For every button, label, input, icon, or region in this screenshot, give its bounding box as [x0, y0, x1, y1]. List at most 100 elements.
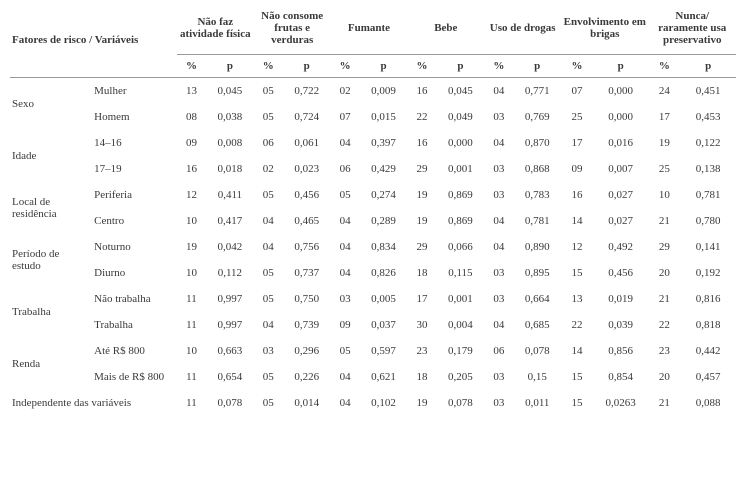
sub-label: Periferia — [92, 182, 177, 208]
cell-pct: 04 — [331, 364, 360, 390]
cell-pct: 21 — [648, 390, 680, 416]
cell-pct: 05 — [331, 182, 360, 208]
table-row: Centro100,417040,465040,289190,869040,78… — [10, 208, 736, 234]
cell-p: 0,049 — [437, 104, 485, 130]
cell-p: 0,492 — [593, 234, 649, 260]
table-header: Fatores de risco / Variáveis Não faz ati… — [10, 4, 736, 78]
sub-header-p: p — [437, 55, 485, 78]
cell-pct: 15 — [561, 364, 593, 390]
cell-p: 0,854 — [593, 364, 649, 390]
cell-pct: 07 — [331, 104, 360, 130]
cell-p: 0,011 — [513, 390, 561, 416]
cell-pct: 29 — [648, 234, 680, 260]
cell-pct: 03 — [484, 286, 513, 312]
cell-pct: 20 — [648, 364, 680, 390]
cell-pct: 22 — [407, 104, 436, 130]
cell-p: 0,045 — [206, 78, 254, 105]
cell-p: 0,834 — [360, 234, 408, 260]
sub-label: Centro — [92, 208, 177, 234]
cell-pct: 17 — [648, 104, 680, 130]
cell-pct: 04 — [484, 208, 513, 234]
cell-p: 0,597 — [360, 338, 408, 364]
cell-pct: 05 — [254, 78, 283, 105]
cell-p: 0,274 — [360, 182, 408, 208]
cell-pct: 04 — [254, 208, 283, 234]
cell-p: 0,102 — [360, 390, 408, 416]
sub-label: Homem — [92, 104, 177, 130]
cell-p: 0,750 — [283, 286, 331, 312]
cell-pct: 05 — [331, 338, 360, 364]
cell-p: 0,000 — [593, 78, 649, 105]
cell-p: 0,465 — [283, 208, 331, 234]
table-row: Independente das variáveis110,078050,014… — [10, 390, 736, 416]
cell-p: 0,818 — [680, 312, 736, 338]
cell-pct: 14 — [561, 338, 593, 364]
cell-pct: 23 — [407, 338, 436, 364]
cell-p: 0,005 — [360, 286, 408, 312]
cell-p: 0,780 — [680, 208, 736, 234]
cell-p: 0,205 — [437, 364, 485, 390]
cell-p: 0,739 — [283, 312, 331, 338]
cell-p: 0,442 — [680, 338, 736, 364]
group-label: Renda — [10, 338, 92, 390]
col-header-0: Não faz atividade física — [177, 4, 254, 55]
cell-pct: 10 — [177, 338, 206, 364]
cell-pct: 15 — [561, 390, 593, 416]
cell-pct: 09 — [331, 312, 360, 338]
col-header-6: Nunca/ raramente usa preservativo — [648, 4, 736, 55]
cell-p: 0,015 — [360, 104, 408, 130]
cell-pct: 09 — [561, 156, 593, 182]
cell-p: 0,141 — [680, 234, 736, 260]
cell-pct: 04 — [331, 234, 360, 260]
cell-pct: 19 — [407, 182, 436, 208]
cell-pct: 05 — [254, 364, 283, 390]
cell-p: 0,007 — [593, 156, 649, 182]
cell-p: 0,783 — [513, 182, 561, 208]
cell-p: 0,621 — [360, 364, 408, 390]
cell-p: 0,078 — [206, 390, 254, 416]
sub-header-pct: % — [254, 55, 283, 78]
cell-pct: 04 — [254, 234, 283, 260]
sub-header-p: p — [360, 55, 408, 78]
sub-label: Trabalha — [92, 312, 177, 338]
cell-pct: 25 — [561, 104, 593, 130]
cell-pct: 10 — [648, 182, 680, 208]
cell-pct: 04 — [331, 260, 360, 286]
cell-pct: 03 — [484, 156, 513, 182]
sub-header-pct: % — [561, 55, 593, 78]
cell-pct: 04 — [484, 312, 513, 338]
cell-pct: 19 — [407, 208, 436, 234]
cell-p: 0,654 — [206, 364, 254, 390]
cell-pct: 05 — [254, 390, 283, 416]
cell-p: 0,868 — [513, 156, 561, 182]
table-row: Idade14–16090,008060,061040,397160,00004… — [10, 130, 736, 156]
cell-p: 0,179 — [437, 338, 485, 364]
col-header-2: Fumante — [331, 4, 408, 55]
table-row: Período de estudoNoturno190,042040,75604… — [10, 234, 736, 260]
cell-p: 0,004 — [437, 312, 485, 338]
row-header-label: Fatores de risco / Variáveis — [10, 4, 177, 78]
sub-header-p: p — [680, 55, 736, 78]
cell-p: 0,001 — [437, 286, 485, 312]
cell-p: 0,397 — [360, 130, 408, 156]
cell-pct: 06 — [484, 338, 513, 364]
cell-p: 0,456 — [593, 260, 649, 286]
cell-pct: 15 — [561, 260, 593, 286]
table-row: Diurno100,112050,737040,826180,115030,89… — [10, 260, 736, 286]
cell-p: 0,15 — [513, 364, 561, 390]
cell-p: 0,724 — [283, 104, 331, 130]
cell-pct: 19 — [648, 130, 680, 156]
cell-pct: 21 — [648, 286, 680, 312]
cell-pct: 06 — [331, 156, 360, 182]
cell-p: 0,453 — [680, 104, 736, 130]
cell-p: 0,014 — [283, 390, 331, 416]
cell-p: 0,001 — [437, 156, 485, 182]
cell-pct: 16 — [561, 182, 593, 208]
cell-p: 0,112 — [206, 260, 254, 286]
cell-pct: 07 — [561, 78, 593, 105]
cell-p: 0,009 — [360, 78, 408, 105]
table-row: SexoMulher130,045050,722020,009160,04504… — [10, 78, 736, 105]
cell-pct: 13 — [561, 286, 593, 312]
sub-label: 17–19 — [92, 156, 177, 182]
col-header-3: Bebe — [407, 4, 484, 55]
